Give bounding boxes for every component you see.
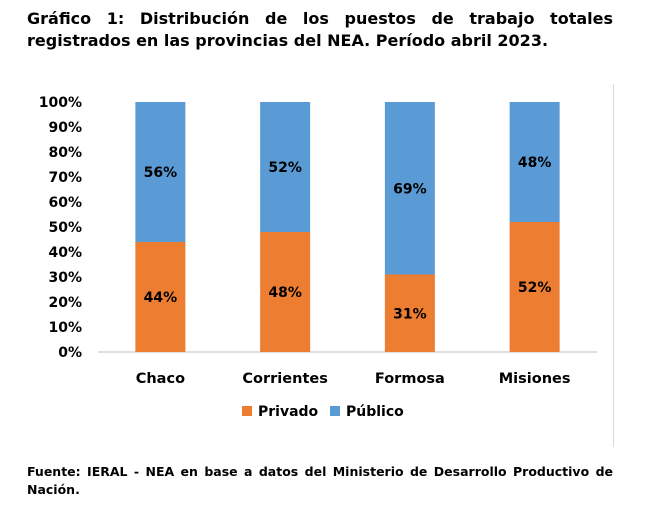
data-label: 48% [518, 155, 552, 171]
x-tick-label: Misiones [499, 371, 571, 387]
data-label: 56% [144, 165, 178, 181]
chart-frame [27, 84, 614, 447]
data-label: 69% [393, 181, 427, 197]
y-tick-label: 90% [48, 120, 82, 136]
data-label: 52% [268, 160, 302, 176]
y-tick-label: 10% [48, 320, 82, 336]
y-tick-label: 50% [48, 220, 82, 236]
bar-público-corrientes [260, 102, 311, 232]
y-tick-label: 60% [48, 195, 82, 211]
x-tick-label: Formosa [375, 371, 445, 387]
data-label: 31% [393, 306, 427, 322]
bar-público-formosa [384, 102, 435, 275]
data-label: 48% [268, 285, 302, 301]
y-tick-label: 40% [48, 245, 82, 261]
y-tick-label: 0% [58, 345, 82, 361]
bar-privado-misiones [509, 222, 560, 352]
y-tick-label: 70% [48, 170, 82, 186]
bar-privado-corrientes [260, 232, 311, 352]
data-label: 52% [518, 280, 552, 296]
bar-privado-chaco [135, 242, 186, 352]
y-tick-label: 30% [48, 270, 82, 286]
y-tick-label: 20% [48, 295, 82, 311]
x-tick-label: Chaco [136, 371, 185, 387]
legend-label: Privado [258, 404, 319, 420]
legend-swatch-público [330, 406, 340, 416]
x-tick-label: Corrientes [242, 371, 327, 387]
bar-público-misiones [509, 102, 560, 222]
y-tick-label: 100% [39, 95, 82, 111]
source-note: Fuente: IERAL - NEA en base a datos del … [27, 464, 613, 497]
legend-swatch-privado [242, 406, 252, 416]
y-tick-label: 80% [48, 145, 82, 161]
data-label: 44% [144, 290, 178, 306]
stacked-bar-chart: 0% 10% 20% 30% 40% 50% 60% 70% 80% 90% 100% 44% 56% C… [39, 95, 597, 420]
bar-privado-formosa [384, 274, 435, 352]
chart-title: Gráfico 1: Distribución de los puestos d… [27, 9, 613, 50]
legend-label: Público [346, 404, 404, 420]
bar-público-chaco [135, 102, 186, 242]
